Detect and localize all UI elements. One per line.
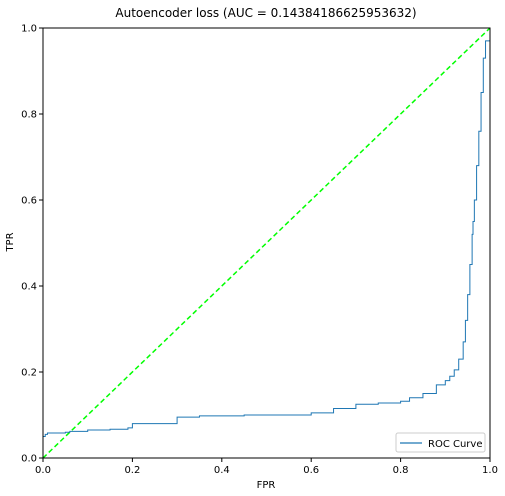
y-axis-label: TPR — [5, 232, 16, 252]
plot-area: 0.0 0.2 0.4 0.6 0.8 1.0 0.0 0.2 0.4 0.6 0.8 1.0 — [21, 24, 498, 477]
legend-label: ROC Curve — [428, 439, 482, 450]
roc-series-line — [42, 28, 491, 458]
y-tick-label: 0.6 — [21, 196, 37, 207]
axes-frame — [42, 27, 491, 459]
x-axis-label: FPR — [257, 480, 276, 491]
y-tick-label: 0.8 — [21, 110, 37, 121]
x-tick-label: 0.6 — [303, 465, 319, 476]
x-tick-label: 0.8 — [393, 465, 409, 476]
x-tick-label: 0.0 — [35, 465, 51, 476]
y-tick-label: 0.0 — [21, 454, 37, 465]
chart-title: Autoencoder loss (AUC = 0.14384186625953… — [115, 6, 416, 20]
x-tick-label: 1.0 — [482, 465, 498, 476]
legend-box — [395, 432, 486, 453]
x-tick-label: 0.4 — [214, 465, 230, 476]
y-tick-label: 0.2 — [21, 368, 37, 379]
y-tick-label: 0.4 — [21, 282, 37, 293]
diagonal-line — [42, 27, 491, 459]
legend: ROC Curve — [395, 432, 486, 453]
y-tick-label: 1.0 — [21, 24, 37, 35]
x-tick-label: 0.2 — [124, 465, 140, 476]
